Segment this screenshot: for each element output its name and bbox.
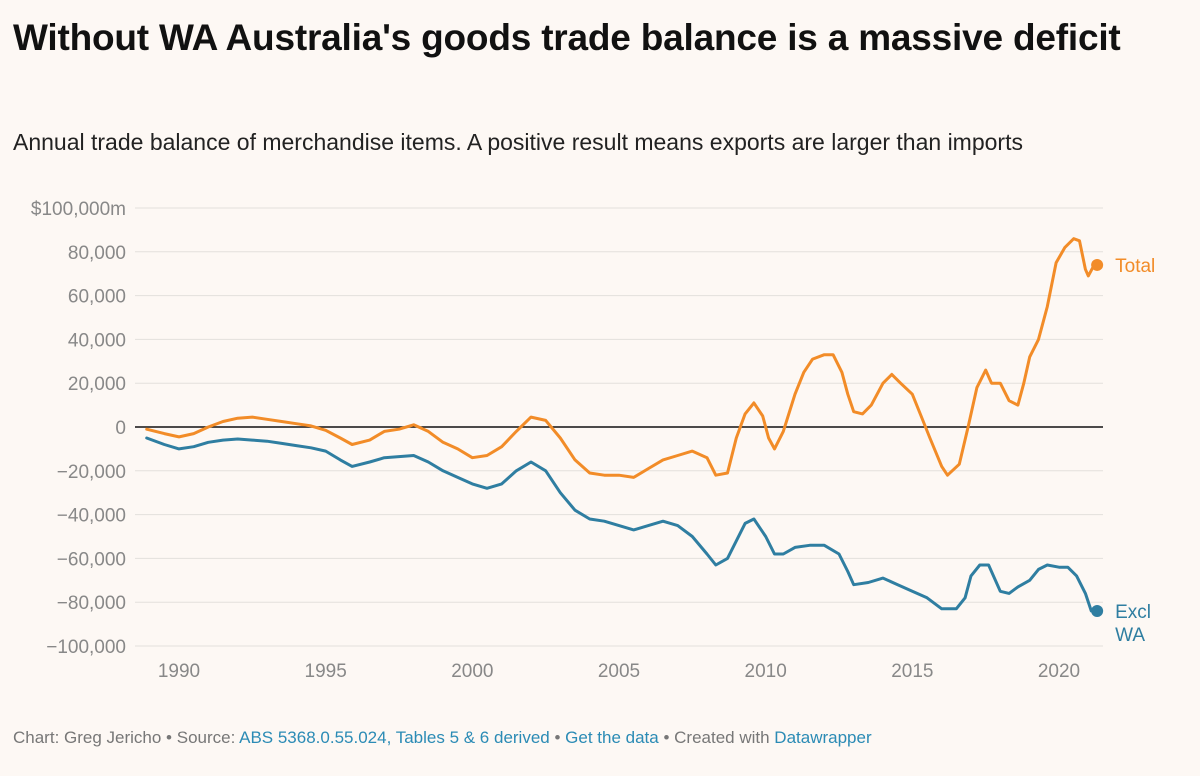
- x-tick-label: 2005: [598, 661, 640, 682]
- y-tick-label: −40,000: [57, 506, 126, 527]
- series-label: Excl WA: [1115, 602, 1151, 646]
- x-tick-label: 2015: [891, 661, 933, 682]
- series-lines: Total Excl WA: [145, 237, 1155, 646]
- series-line-total: [145, 237, 1099, 479]
- footer-credit: Chart: Greg Jericho • Source:: [13, 728, 240, 747]
- series-line-excl-wa: [145, 436, 1099, 613]
- footer-created-with: • Created with: [658, 728, 775, 747]
- x-axis-tick-labels: 1990 1995 2000 2005 2010 2015 2020: [158, 661, 1080, 682]
- get-data-link[interactable]: Get the data: [565, 728, 659, 747]
- chart-title: Without WA Australia's goods trade balan…: [13, 17, 1121, 58]
- datawrapper-link[interactable]: Datawrapper: [774, 728, 872, 747]
- y-tick-label: −100,000: [46, 637, 126, 658]
- y-tick-label: 20,000: [68, 374, 126, 395]
- series-end-point: [1091, 604, 1104, 617]
- y-tick-label: 0: [115, 418, 126, 439]
- y-tick-label: −20,000: [57, 462, 126, 483]
- y-tick-label: 60,000: [68, 287, 126, 308]
- x-tick-label: 2000: [451, 661, 493, 682]
- y-tick-label: 40,000: [68, 330, 126, 351]
- y-tick-label: 80,000: [68, 243, 126, 264]
- y-tick-label: −80,000: [57, 593, 126, 614]
- line-chart: $100,000m 80,000 60,000 40,000 20,000 0 −20,00…: [31, 199, 1155, 682]
- series-end-point: [1091, 258, 1104, 271]
- grid-lines: [135, 207, 1103, 647]
- x-tick-label: 2020: [1038, 661, 1080, 682]
- x-tick-label: 2010: [745, 661, 787, 682]
- chart-footer: Chart: Greg Jericho • Source: ABS 5368.0…: [13, 728, 872, 748]
- x-tick-label: 1990: [158, 661, 200, 682]
- series-label: Total: [1115, 256, 1155, 277]
- chart-subtitle: Annual trade balance of merchandise item…: [13, 129, 1023, 155]
- x-tick-label: 1995: [305, 661, 347, 682]
- source-link[interactable]: ABS 5368.0.55.024, Tables 5 & 6 derived: [239, 728, 550, 747]
- y-tick-label: −60,000: [57, 549, 126, 570]
- y-axis-tick-labels: $100,000m 80,000 60,000 40,000 20,000 0 −20,00…: [31, 199, 126, 658]
- y-tick-label: $100,000m: [31, 199, 126, 220]
- footer-separator: •: [549, 728, 566, 747]
